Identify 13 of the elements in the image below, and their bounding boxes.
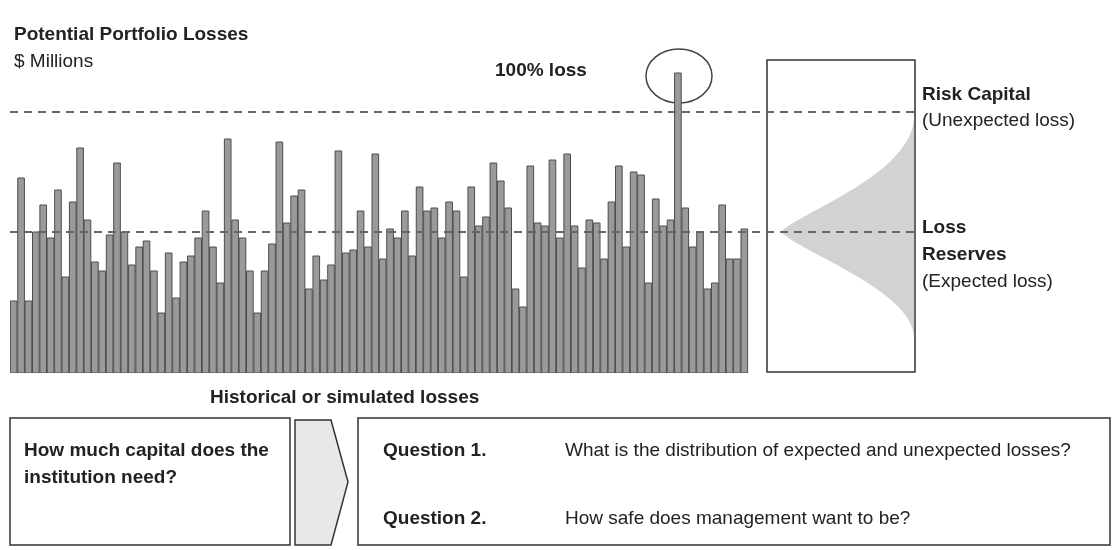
text: Question 2. <box>383 506 487 530</box>
text: Question 1. <box>383 438 487 462</box>
text: What is the distribution of expected and unexpected losses? <box>565 438 1072 462</box>
chart-subtitle: $ Millions <box>14 49 94 73</box>
annotation: 100% loss <box>495 58 587 82</box>
text: How much capital does the institution need? <box>24 438 270 489</box>
text: Historical or simulated losses <box>210 385 480 409</box>
text: (Expected loss) <box>922 269 1053 293</box>
text: Loss Reserves <box>922 215 1008 266</box>
chart-title: Potential Portfolio Losses <box>14 22 249 46</box>
text: (Unexpected loss) <box>922 108 1076 132</box>
text: Risk Capital <box>922 82 1031 106</box>
text: How safe does management want to be? <box>565 506 911 530</box>
